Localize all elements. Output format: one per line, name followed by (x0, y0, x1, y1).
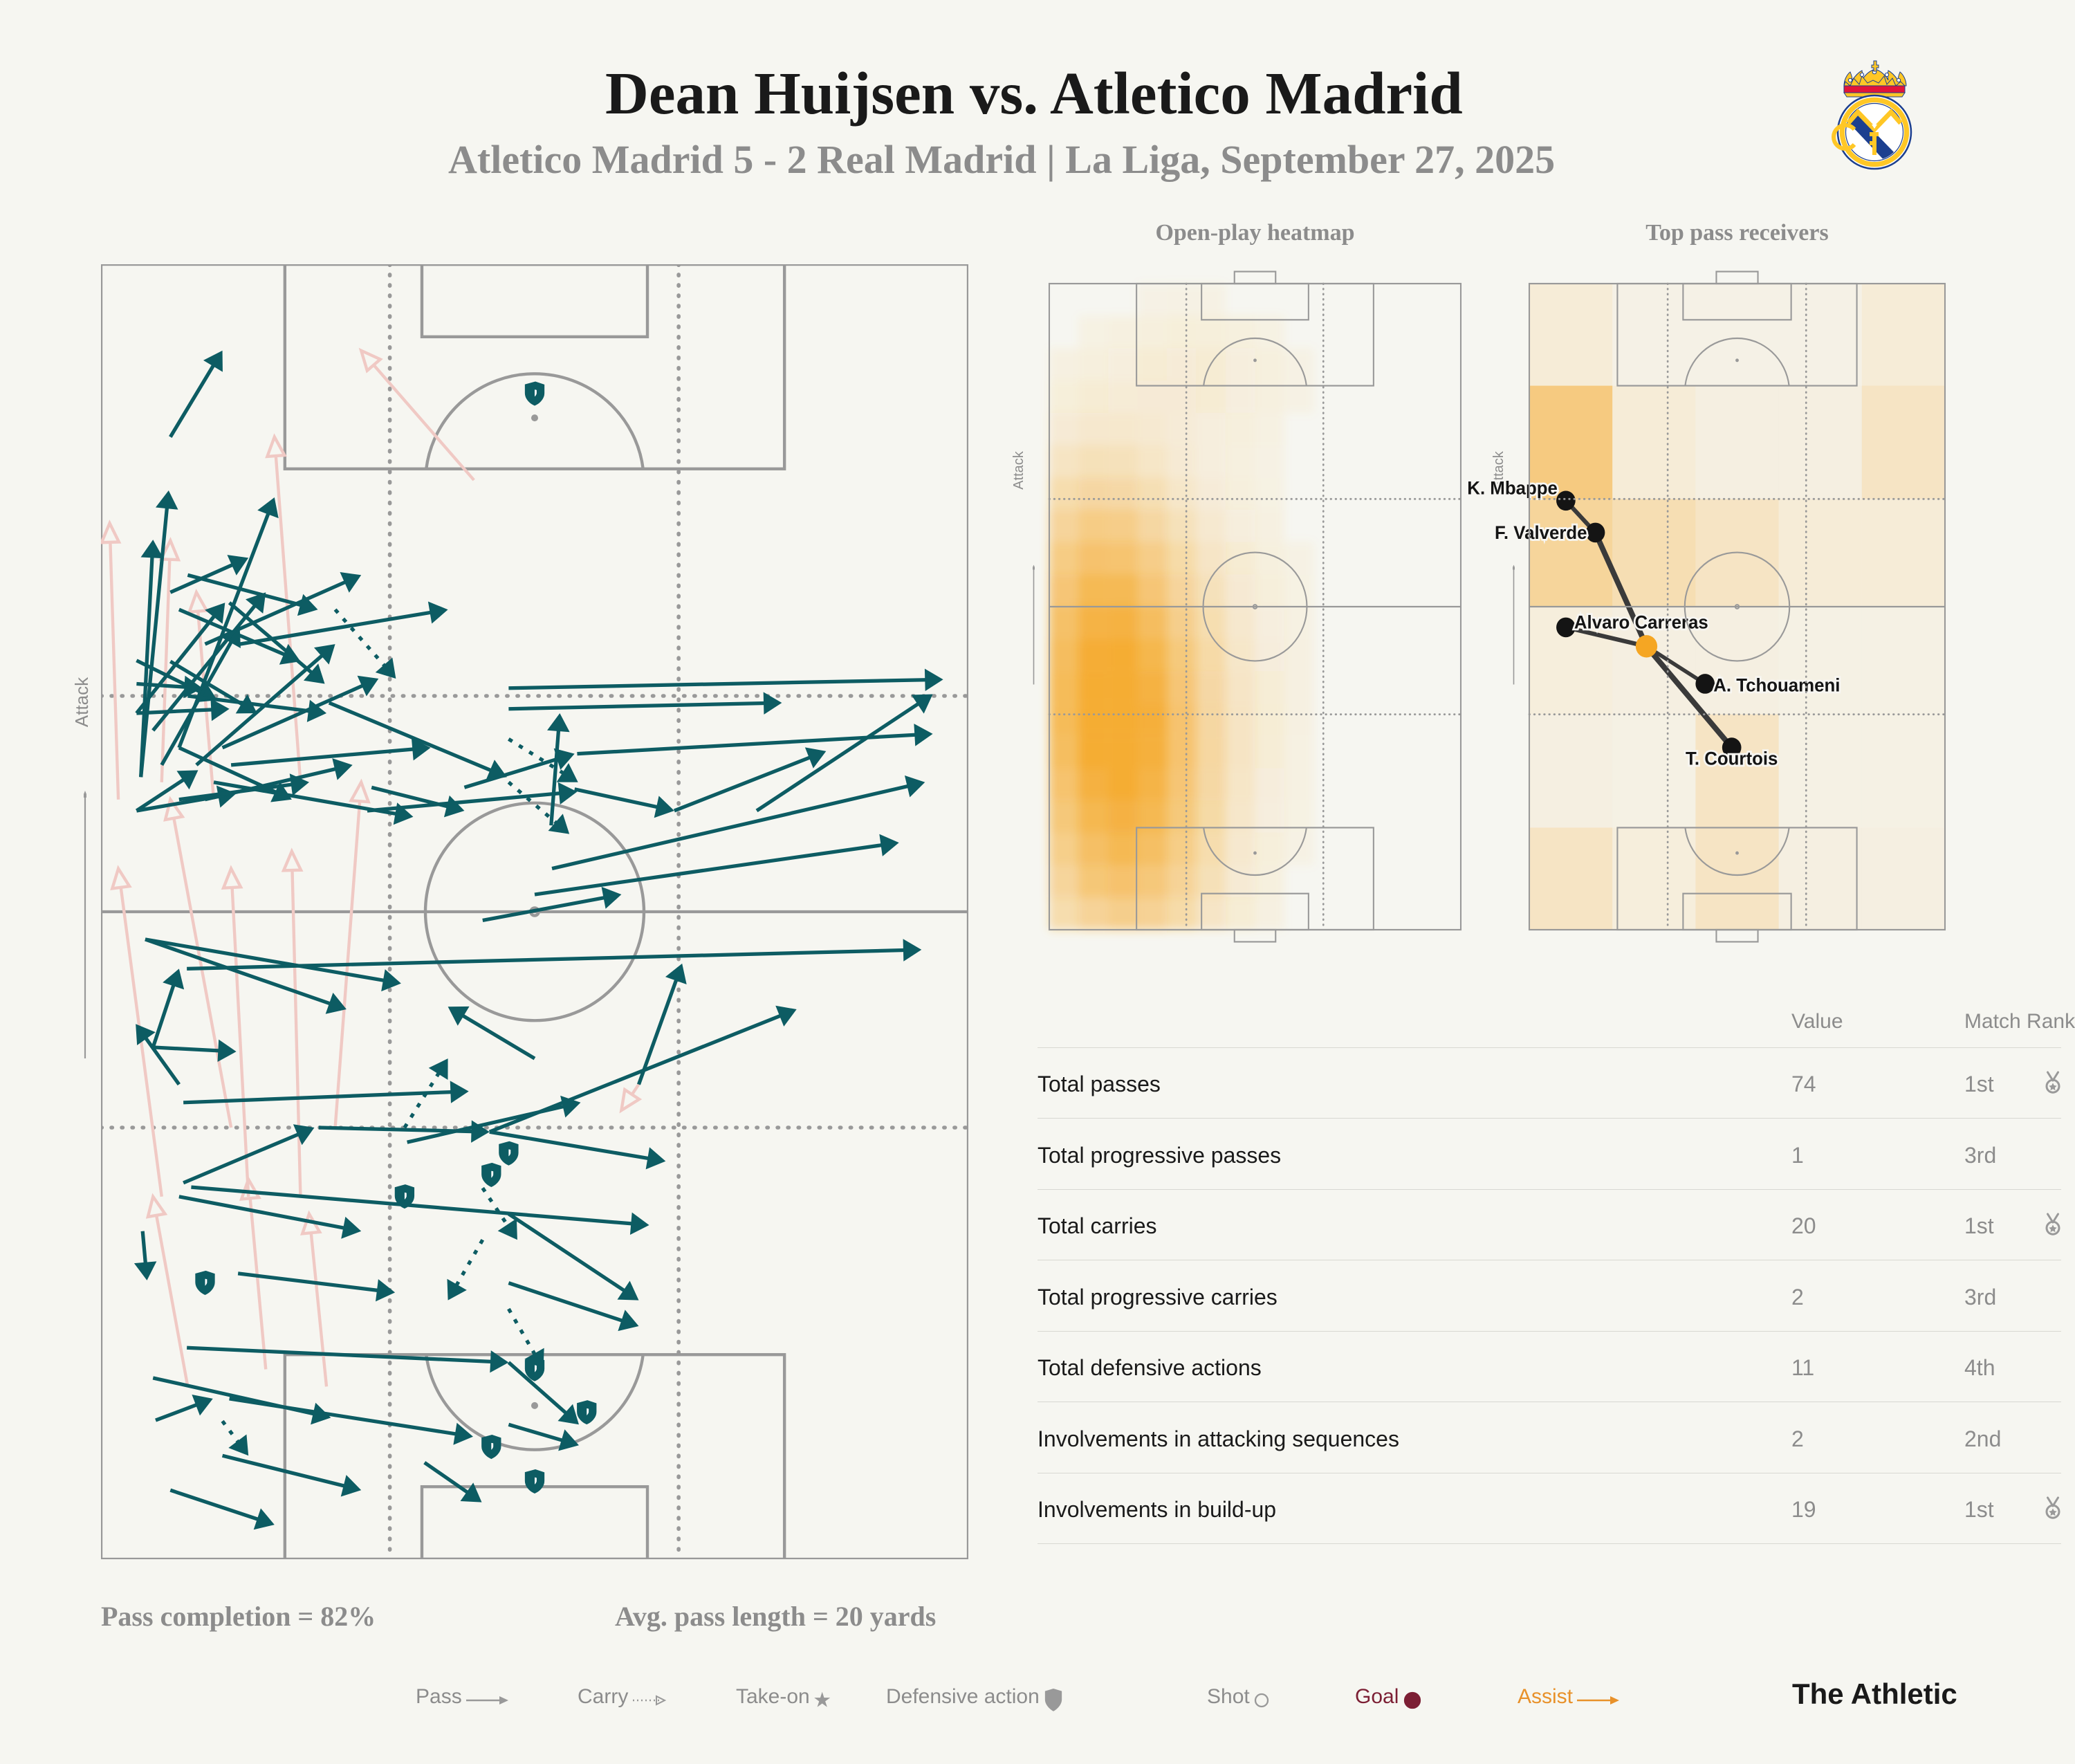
svg-text:F. Valverde: F. Valverde (1495, 522, 1587, 544)
svg-text:K. Mbappe: K. Mbappe (1467, 477, 1558, 499)
svg-text:A. Tchouameni: A. Tchouameni (1713, 674, 1840, 696)
svg-text:Alvaro Carreras: Alvaro Carreras (1574, 612, 1708, 633)
svg-text:T. Courtois: T. Courtois (1686, 748, 1778, 769)
